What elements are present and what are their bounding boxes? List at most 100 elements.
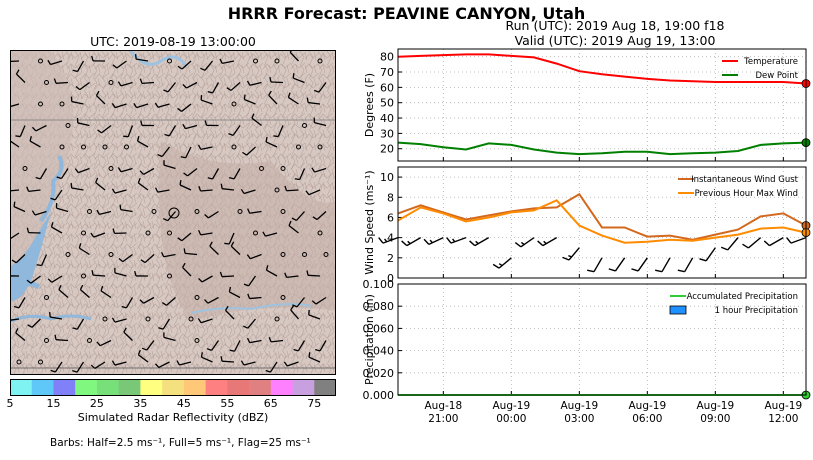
colorbar-tick-label: 55	[220, 397, 235, 410]
wind-barb	[220, 183, 235, 191]
x-tick-label-date: Aug-19	[765, 400, 803, 412]
wind-barb	[446, 236, 467, 244]
legend-label: Temperature	[743, 57, 798, 67]
wind-barb	[47, 59, 63, 66]
colorbar-segment	[10, 379, 33, 396]
calm-wind-circle	[317, 58, 323, 64]
wind-barb	[58, 284, 69, 298]
wind-barb	[262, 231, 278, 237]
calm-wind-circle	[296, 144, 301, 150]
wind-barb	[141, 340, 155, 351]
wind-barb	[139, 78, 155, 85]
x-tick-label-time: 12:00	[768, 413, 798, 425]
wind-barb	[70, 96, 84, 105]
x-tick-label-time: 21:00	[428, 413, 458, 425]
calm-wind-circle	[87, 209, 92, 214]
wind-barb	[247, 208, 262, 214]
x-tick-label-time: 03:00	[564, 413, 594, 425]
calm-wind-circle	[274, 58, 280, 64]
wind-barb	[207, 82, 220, 94]
wind-barb	[514, 237, 535, 248]
x-tick-label-date: Aug-19	[493, 400, 531, 412]
wind-barb	[96, 209, 112, 216]
colorbar-segment	[205, 379, 228, 396]
colorbar-tick-label: 5	[6, 397, 14, 410]
wind-barb	[200, 352, 213, 363]
y-tick-label: 0.040	[363, 345, 395, 358]
wind-barb	[50, 222, 63, 234]
colorbar-segment	[96, 379, 119, 396]
calm-wind-circle	[38, 101, 43, 107]
wind-barb	[608, 257, 626, 272]
colorbar-segment	[162, 379, 185, 396]
colorbar-segment	[75, 379, 98, 396]
wind-barb	[219, 271, 235, 278]
wind-barb	[198, 229, 213, 236]
wind-barb	[289, 51, 299, 62]
colorbar-tick-label: 35	[133, 397, 148, 410]
wind-barb	[240, 188, 256, 195]
legend-label: Instantaneous Wind Gust	[691, 175, 799, 185]
calm-wind-circle	[253, 58, 258, 64]
map-title: UTC: 2019-08-19 13:00:00	[90, 34, 256, 49]
wind-barb	[35, 168, 48, 180]
wind-barb	[90, 361, 106, 369]
wind-barb	[154, 361, 170, 369]
y-tick-label: 20	[380, 143, 394, 156]
wind-barb	[306, 270, 321, 277]
wind-barb	[247, 293, 262, 300]
wind-barb	[47, 275, 63, 283]
wind-barb	[111, 103, 127, 109]
wind-barb	[224, 232, 235, 245]
y-tick-label: 2	[387, 252, 394, 265]
run-label: Run (UTC): 2019 Aug 18, 19:00 f18	[505, 18, 725, 33]
wind-barb	[182, 124, 198, 130]
colorbar-tick-label: 65	[263, 397, 278, 410]
wind-barb	[139, 296, 155, 304]
calm-wind-circle	[231, 101, 237, 107]
wind-barb	[163, 82, 177, 93]
calm-wind-circle	[167, 273, 172, 279]
colorbar-tick-label: 25	[89, 397, 104, 410]
wind-barb	[401, 237, 422, 247]
wind-barb	[292, 73, 305, 84]
calm-wind-circle	[102, 144, 108, 150]
wind-barb	[242, 146, 256, 156]
wind-barb	[74, 167, 90, 174]
wind-barb	[15, 328, 26, 342]
wind-barb	[224, 305, 235, 320]
wind-barb	[72, 60, 85, 73]
wind-barb	[631, 257, 648, 272]
wind-barb	[15, 125, 26, 138]
y-tick-label: 0	[387, 272, 394, 285]
wind-barb	[95, 90, 106, 105]
wind-barb	[763, 237, 784, 247]
wind-barb	[72, 361, 85, 373]
y-tick-label: 30	[380, 127, 394, 140]
calm-wind-circle	[274, 316, 280, 322]
colorbar-segment	[31, 379, 54, 396]
wind-barb	[26, 275, 41, 284]
plot-frame	[397, 166, 807, 279]
wind-barb	[79, 284, 90, 298]
colorbar-segment	[270, 379, 293, 396]
wind-barb	[492, 257, 512, 269]
wind-barb	[283, 361, 299, 367]
wind-barb	[117, 167, 133, 173]
series-line	[397, 199, 807, 244]
legend-swatch	[669, 305, 687, 315]
plot-frame	[397, 283, 807, 396]
wind-barb	[123, 125, 134, 138]
wind-barb	[311, 296, 327, 305]
wind-barb	[134, 54, 149, 62]
wind-barb	[265, 361, 278, 373]
wind-barb	[139, 167, 155, 175]
wind-barb	[284, 185, 299, 192]
wind-barb	[163, 160, 176, 170]
wind-barb	[90, 232, 106, 238]
wind-barb	[197, 144, 213, 151]
wind-barb	[294, 168, 306, 181]
wind-barb	[699, 247, 716, 262]
wind-barb	[265, 136, 278, 148]
wind-barb	[562, 247, 580, 261]
